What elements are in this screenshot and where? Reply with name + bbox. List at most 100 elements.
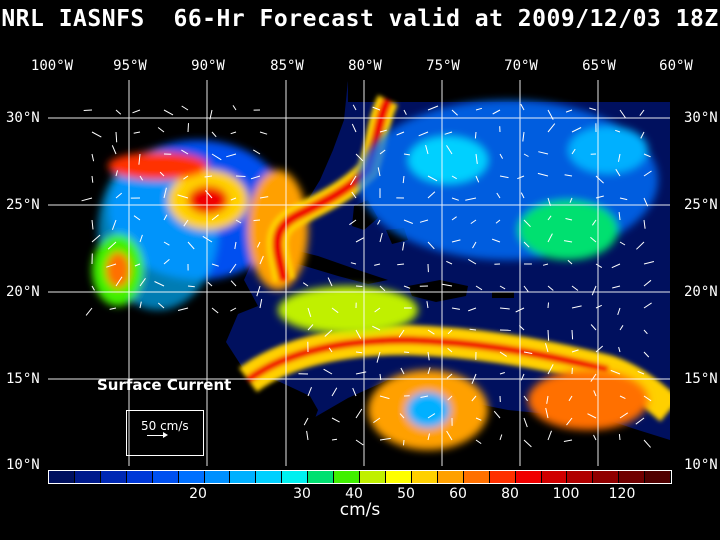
current-vector [595, 304, 603, 309]
current-vector [91, 131, 102, 138]
current-vector [472, 241, 477, 249]
colorbar-tick: 60 [449, 486, 467, 502]
current-vector [427, 105, 439, 111]
current-vector [523, 241, 530, 248]
current-vector [374, 307, 381, 313]
current-vector [352, 104, 357, 111]
current-vector [177, 307, 189, 311]
current-vector [427, 367, 431, 375]
current-vector [399, 413, 405, 419]
current-vector [403, 439, 405, 446]
current-vector [303, 417, 309, 426]
current-vector [520, 192, 525, 199]
current-vector [523, 395, 529, 402]
colorbar-tick: 80 [501, 486, 519, 502]
current-vector [610, 369, 621, 375]
current-vector [499, 153, 504, 159]
current-vector [643, 261, 655, 265]
current-vector [307, 324, 314, 331]
current-vector [187, 285, 195, 288]
current-vector [181, 105, 189, 111]
current-vector [569, 197, 573, 203]
colorbar-swatch [489, 471, 516, 483]
current-vector [563, 439, 573, 442]
graticule [48, 80, 670, 466]
current-vector [398, 329, 405, 338]
current-vector [402, 175, 405, 184]
current-vector [595, 263, 603, 269]
current-vector [469, 328, 477, 331]
current-vector [427, 413, 436, 419]
current-vector [133, 131, 141, 134]
current-vector [403, 285, 411, 289]
current-vector [403, 351, 410, 353]
current-vector [593, 434, 597, 441]
current-vector [139, 234, 143, 243]
current-vector [253, 219, 261, 222]
current-vector [520, 373, 525, 381]
current-vector [115, 109, 122, 115]
current-vector [499, 307, 510, 310]
current-vector [106, 263, 117, 268]
current-vector [234, 241, 237, 250]
current-vector [211, 263, 219, 267]
current-vector [493, 410, 501, 419]
current-vector [91, 175, 94, 183]
current-vector [209, 109, 213, 120]
current-vector [302, 282, 309, 287]
lat-label: 15°N [6, 371, 40, 387]
current-vector [259, 255, 264, 265]
current-vector [183, 175, 189, 180]
colorbar-tick: 20 [189, 486, 207, 502]
current-vector [523, 417, 528, 428]
current-vector [499, 285, 506, 290]
lat-label: 20°N [6, 284, 40, 300]
current-vector [115, 276, 123, 287]
current-vector [235, 175, 246, 177]
current-vector [565, 218, 573, 221]
current-vector [379, 149, 386, 155]
colorbar-swatch [515, 471, 542, 483]
current-vector [159, 171, 165, 177]
map-title: NRL IASNFS 66-Hr Forecast valid at 2009/… [1, 6, 719, 32]
current-vector [643, 279, 652, 287]
current-vector [499, 175, 509, 179]
colorbar-swatch [334, 471, 361, 483]
current-vector [324, 329, 333, 337]
current-vector [475, 417, 482, 421]
current-vector [635, 417, 645, 425]
current-vector [447, 329, 453, 335]
current-vector [163, 241, 170, 246]
current-vector [475, 153, 478, 164]
reference-vector-label: 50 cm/s [141, 419, 189, 433]
current-vector [568, 395, 573, 402]
current-vector [211, 153, 222, 161]
current-vector [591, 285, 597, 296]
current-vector [427, 329, 435, 335]
current-vector [379, 285, 386, 292]
lat-label: 10°N [6, 457, 40, 473]
current-vector [547, 123, 556, 133]
current-vector [351, 123, 357, 133]
reference-vector-box: 50 cm/s [126, 410, 204, 456]
colorbar-swatch [230, 471, 257, 483]
current-vector [85, 307, 93, 316]
current-vector [595, 345, 604, 353]
colorbar-tick: 50 [397, 486, 415, 502]
current-vector [615, 129, 621, 133]
current-vector [547, 329, 550, 341]
current-vector [468, 307, 477, 312]
current-vector [637, 370, 645, 375]
current-vector [139, 301, 142, 309]
current-vector [547, 215, 552, 221]
current-vector [230, 197, 237, 201]
current-vector [400, 367, 405, 375]
current-vector [537, 172, 549, 177]
current-vector [379, 437, 391, 441]
current-vector [259, 298, 263, 309]
current-vector [547, 233, 553, 243]
current-vector [327, 277, 333, 287]
colorbar-swatch [49, 471, 75, 483]
current-vector [619, 412, 629, 419]
current-vector [643, 439, 651, 448]
